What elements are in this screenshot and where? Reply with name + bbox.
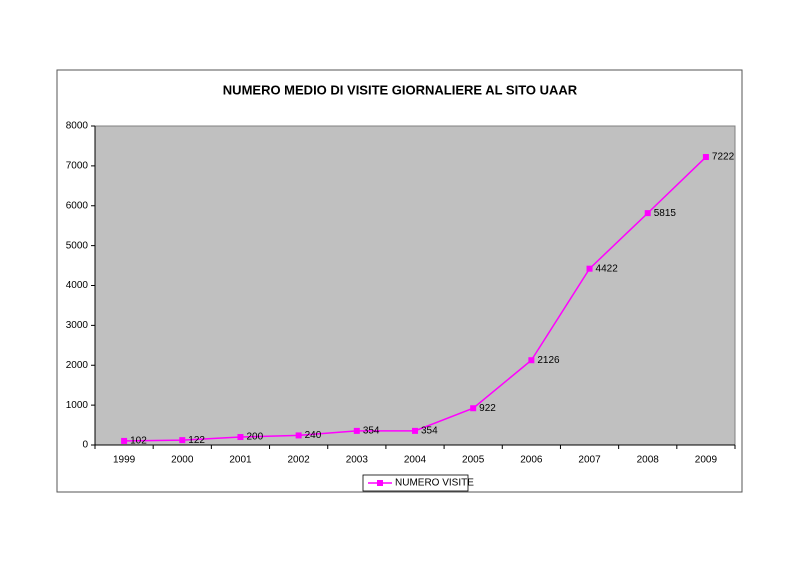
point-marker	[121, 437, 128, 444]
point-marker	[470, 405, 477, 412]
point-marker	[237, 434, 244, 441]
point-marker	[586, 265, 593, 272]
x-tick-label: 2009	[695, 455, 718, 466]
x-tick-label: 2002	[288, 455, 311, 466]
y-tick-label: 0	[82, 440, 88, 451]
y-tick-label: 2000	[66, 360, 89, 371]
y-tick-label: 1000	[66, 400, 89, 411]
data-label: 5815	[654, 208, 677, 219]
y-tick-label: 5000	[66, 240, 89, 251]
x-tick-label: 1999	[113, 455, 136, 466]
x-tick-label: 2008	[637, 455, 660, 466]
x-tick-label: 2006	[520, 455, 543, 466]
point-marker	[353, 427, 360, 434]
legend-label: NUMERO VISITE	[395, 478, 474, 489]
legend-box	[362, 474, 469, 492]
x-tick-label: 2001	[229, 455, 252, 466]
x-tick-label: 2007	[578, 455, 601, 466]
x-tick-label: 2003	[346, 455, 369, 466]
data-label: 102	[130, 436, 147, 447]
data-label: 354	[363, 426, 380, 437]
y-tick-label: 7000	[66, 161, 89, 172]
legend-marker	[377, 480, 383, 486]
data-label: 122	[188, 435, 205, 446]
data-label: 2126	[537, 355, 560, 366]
point-marker	[295, 432, 302, 439]
x-tick-label: 2005	[462, 455, 485, 466]
data-label: 240	[305, 430, 322, 441]
y-tick-label: 6000	[66, 200, 89, 211]
point-marker	[179, 437, 186, 444]
point-marker	[412, 427, 418, 434]
data-label: 7222	[712, 152, 735, 163]
data-label: 200	[246, 432, 263, 443]
data-label: 922	[479, 403, 496, 414]
point-marker	[702, 154, 709, 161]
y-tick-label: 3000	[66, 320, 89, 331]
point-marker	[528, 357, 535, 364]
y-tick-label: 4000	[66, 280, 89, 291]
data-label: 4422	[596, 263, 619, 274]
data-label: 354	[421, 426, 438, 437]
y-tick-label: 8000	[66, 121, 89, 132]
chart-title: NUMERO MEDIO DI VISITE GIORNALIERE AL SI…	[223, 82, 578, 97]
point-marker	[644, 210, 651, 217]
plot-area	[94, 125, 736, 446]
x-tick-label: 2000	[171, 455, 194, 466]
x-tick-label: 2004	[404, 455, 427, 466]
